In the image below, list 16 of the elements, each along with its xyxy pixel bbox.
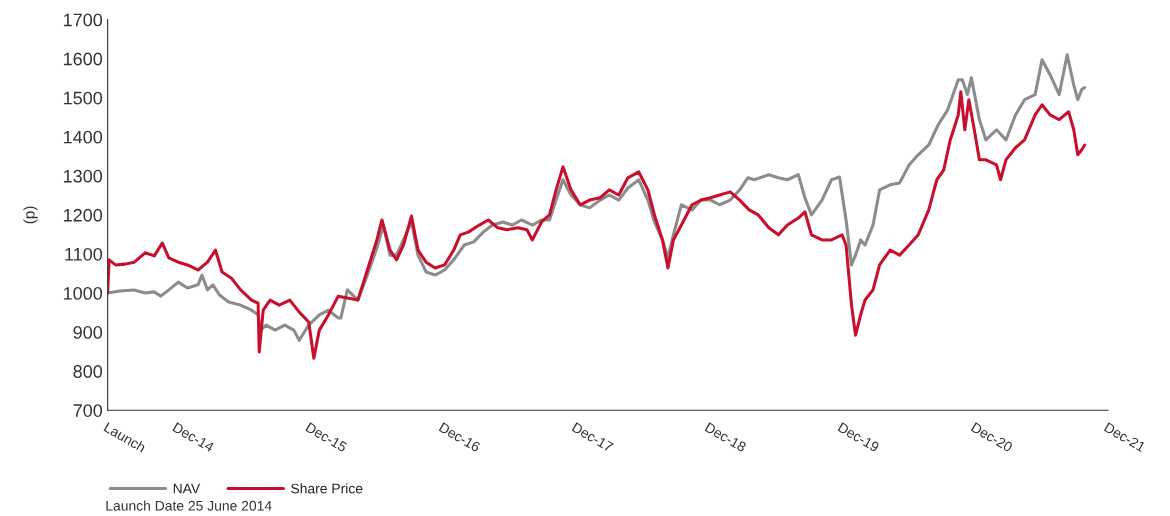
y-tick-label: 1000 — [63, 286, 103, 300]
text: Launch Date 25 June 2014 — [106, 500, 272, 511]
y-tick-label: 1300 — [63, 169, 103, 183]
y-tick-label: 1500 — [63, 91, 103, 105]
y-tick-label: 1700 — [63, 13, 103, 27]
y-tick-label: 1400 — [63, 130, 103, 144]
y-tick-label: 800 — [73, 365, 103, 378]
legend-label: Share Price — [291, 483, 363, 494]
y-tick-label: 1200 — [63, 208, 103, 222]
y-tick-label: 900 — [73, 326, 103, 339]
y-tick-label: 1600 — [63, 52, 103, 66]
y-axis-title: (p) — [23, 206, 38, 224]
y-tick-label: 1100 — [65, 247, 103, 261]
line-series — [107, 90, 1087, 360]
y-tick-label: 700 — [73, 404, 103, 417]
legend-label: NAV — [173, 483, 201, 494]
